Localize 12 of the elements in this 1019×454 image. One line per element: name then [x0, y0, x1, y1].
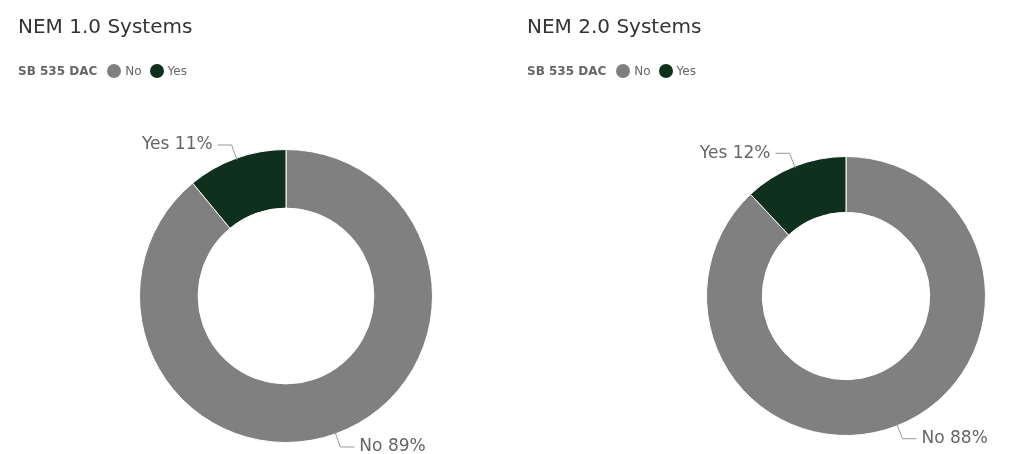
legend-title: SB 535 DAC	[18, 64, 98, 78]
data-label: Yes 12%	[698, 141, 771, 162]
legend-label: No	[124, 64, 142, 78]
data-label: Yes 11%	[140, 133, 213, 154]
data-label: No 88%	[921, 427, 988, 448]
legend-label: Yes	[675, 64, 696, 78]
legend-label: Yes	[166, 64, 187, 78]
legend-title: SB 535 DAC	[527, 64, 607, 78]
data-label: No 89%	[359, 435, 426, 454]
legend-label: No	[633, 64, 651, 78]
chart-title: NEM 1.0 Systems	[18, 14, 193, 38]
chart-title: NEM 2.0 Systems	[527, 14, 702, 38]
